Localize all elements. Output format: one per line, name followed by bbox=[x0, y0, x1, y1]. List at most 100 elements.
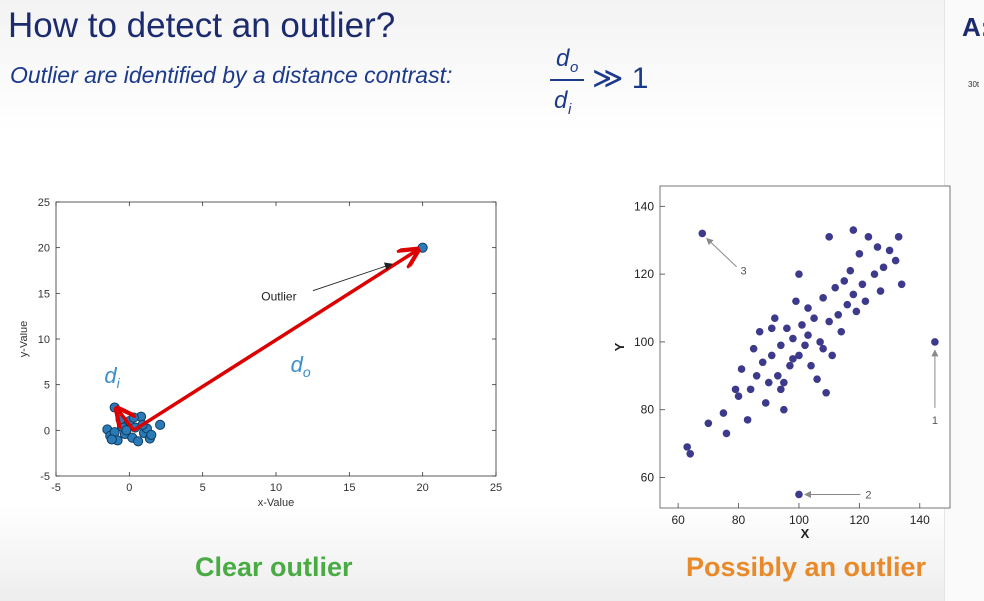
y-tick-label: 10 bbox=[38, 334, 50, 346]
y-tick-label: 80 bbox=[641, 403, 655, 417]
data-point bbox=[891, 256, 900, 265]
x-axis-label: X bbox=[801, 526, 810, 541]
data-point bbox=[789, 334, 797, 343]
data-point bbox=[834, 311, 843, 319]
data-point bbox=[722, 429, 731, 438]
data-point bbox=[849, 226, 858, 234]
annotation-label-1: 1 bbox=[932, 415, 938, 427]
data-point bbox=[852, 307, 861, 316]
x-tick-label: 60 bbox=[671, 513, 685, 527]
y-axis-label: Y bbox=[612, 342, 627, 351]
x-tick-label: 20 bbox=[417, 482, 429, 494]
data-point bbox=[795, 490, 803, 499]
inlier-distance-arrow bbox=[118, 409, 134, 432]
data-point bbox=[795, 351, 803, 360]
x-tick-label: 25 bbox=[490, 482, 502, 494]
data-point bbox=[819, 344, 827, 353]
data-point bbox=[837, 327, 846, 336]
data-point bbox=[864, 233, 873, 241]
x-tick-label: 0 bbox=[126, 482, 132, 494]
formula-numerator-sub: o bbox=[570, 59, 578, 76]
distance-ratio-formula: d o d i ≫ 1 bbox=[550, 45, 648, 118]
data-point bbox=[752, 372, 761, 380]
data-point bbox=[155, 419, 166, 430]
data-point bbox=[831, 283, 840, 292]
data-point bbox=[128, 412, 139, 423]
data-point bbox=[849, 290, 858, 299]
data-point bbox=[843, 300, 852, 309]
x-tick-label: 80 bbox=[732, 513, 746, 527]
data-point bbox=[873, 243, 882, 251]
data-point bbox=[786, 361, 794, 370]
data-point bbox=[879, 263, 888, 272]
y-tick-label: 140 bbox=[634, 199, 654, 213]
annotation-label-2: 2 bbox=[865, 489, 871, 501]
x-tick-label: -5 bbox=[51, 482, 61, 494]
caption-possible-outlier: Possibly an outlier bbox=[686, 552, 927, 582]
y-tick-label: 20 bbox=[38, 243, 50, 255]
data-point bbox=[783, 324, 791, 333]
x-tick-label: 140 bbox=[910, 513, 930, 527]
y-tick-label: -5 bbox=[40, 471, 50, 483]
data-point bbox=[825, 317, 833, 326]
data-point bbox=[813, 375, 821, 383]
data-point bbox=[828, 351, 836, 360]
data-point bbox=[683, 443, 691, 451]
data-point bbox=[767, 324, 776, 333]
data-point bbox=[770, 314, 779, 322]
data-point bbox=[840, 277, 849, 285]
formula-denominator-sub: i bbox=[568, 101, 572, 118]
data-point bbox=[777, 385, 785, 394]
x-tick-label: 5 bbox=[200, 482, 206, 494]
side-logo: A: bbox=[962, 12, 984, 42]
y-tick-label: 60 bbox=[641, 470, 655, 484]
slide-title: How to detect an outlier? bbox=[8, 6, 396, 45]
data-point bbox=[737, 365, 746, 373]
x-axis-label: x-Value bbox=[258, 497, 294, 509]
outlier-distance-arrow bbox=[132, 250, 417, 432]
data-point bbox=[846, 266, 855, 275]
data-point bbox=[798, 321, 806, 329]
data-point bbox=[777, 341, 785, 350]
data-point bbox=[807, 361, 815, 370]
distance-label-do: do bbox=[291, 352, 311, 380]
x-tick-label: 10 bbox=[270, 482, 282, 494]
data-point bbox=[746, 385, 755, 394]
data-point bbox=[146, 429, 157, 440]
x-tick-label: 100 bbox=[789, 513, 809, 527]
data-point bbox=[804, 304, 812, 312]
data-point bbox=[417, 242, 428, 253]
formula-numerator: d bbox=[556, 45, 570, 72]
side-text: 30t bbox=[968, 80, 980, 89]
slide-subtitle: Outlier are identified by a distance con… bbox=[10, 62, 453, 88]
outlier-pointer-arrow bbox=[312, 262, 393, 292]
distance-label-di: di bbox=[104, 363, 120, 391]
y-tick-label: 5 bbox=[44, 380, 50, 392]
data-point bbox=[755, 327, 764, 336]
data-point bbox=[704, 419, 713, 428]
data-point bbox=[894, 233, 903, 241]
data-point bbox=[731, 385, 740, 394]
data-point bbox=[816, 338, 824, 346]
formula-denominator: d bbox=[554, 87, 568, 114]
data-point bbox=[897, 280, 906, 289]
data-point bbox=[780, 405, 788, 414]
data-point bbox=[758, 358, 767, 367]
clear-outlier-scatter-plot: -5 0 5 10 15 20 25 -5 0 5 10 15 20 25 x-Value y-Value Ou… bbox=[20, 197, 502, 509]
caption-clear-outlier: Clear outlier bbox=[195, 552, 353, 582]
possible-outlier-scatter-plot: 60 80 100 120 140 60 80 100 120 140 X Y 3 1 2 bbox=[612, 185, 951, 541]
x-tick-label: 120 bbox=[849, 513, 869, 527]
data-point bbox=[931, 338, 939, 346]
data-point bbox=[698, 229, 707, 238]
data-point bbox=[761, 399, 770, 407]
data-point bbox=[780, 378, 788, 387]
outlier-label: Outlier bbox=[261, 290, 296, 304]
data-point bbox=[801, 341, 809, 350]
data-point bbox=[774, 372, 782, 380]
y-tick-label: 25 bbox=[38, 197, 50, 209]
data-point bbox=[861, 297, 870, 306]
y-tick-label: 15 bbox=[38, 288, 50, 300]
y-axis-label: y-Value bbox=[20, 321, 30, 357]
y-tick-label: 0 bbox=[44, 425, 50, 437]
data-point bbox=[743, 416, 752, 424]
